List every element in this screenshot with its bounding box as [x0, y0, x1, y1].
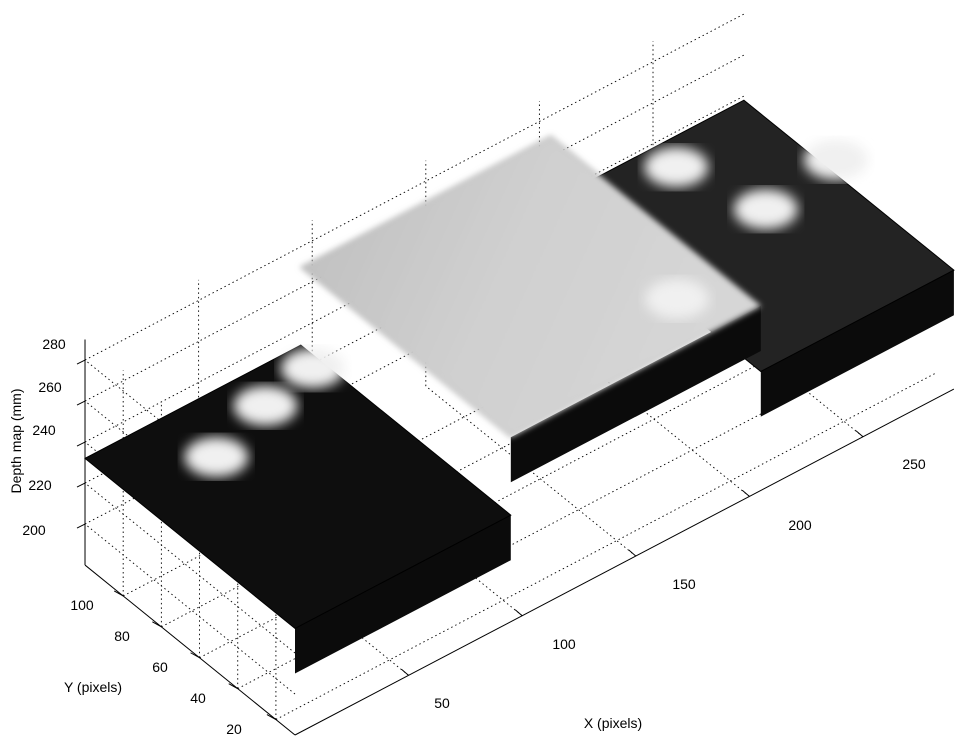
- y-tick-label: 100: [70, 597, 94, 613]
- bright-spot: [280, 348, 345, 389]
- surface-skirt: [760, 270, 954, 417]
- z-tick-labels: 200 220 240 260 280: [22, 336, 66, 538]
- grid-line: [84, 523, 296, 695]
- bright-spot: [233, 385, 298, 426]
- bright-spot: [644, 147, 709, 188]
- x-tick: [628, 549, 637, 557]
- x-tick: [855, 430, 864, 438]
- surface-region: [299, 135, 762, 438]
- z-tick-label: 240: [32, 422, 56, 438]
- y-tick-labels: 100 80 60 40 20: [70, 597, 242, 737]
- x-axis-label: X (pixels): [584, 715, 642, 731]
- y-axis-line: [84, 564, 296, 736]
- x-axis-line: [294, 388, 955, 736]
- axes: [76, 339, 955, 736]
- y-tick: [152, 621, 162, 628]
- y-tick: [190, 652, 200, 659]
- bright-spot: [803, 139, 868, 180]
- y-axis-label: Y (pixels): [64, 679, 122, 695]
- z-axis-label: Depth map (mm): [8, 388, 24, 493]
- x-tick: [514, 609, 523, 617]
- x-tick-label: 250: [902, 456, 926, 472]
- y-tick: [113, 590, 124, 597]
- x-tick-label: 200: [788, 517, 812, 533]
- z-tick-label: 280: [42, 336, 66, 352]
- bright-spot: [184, 436, 249, 477]
- z-tick: [76, 400, 86, 406]
- z-tick: [76, 359, 86, 365]
- grid-line: [84, 482, 296, 654]
- surface-skirt: [295, 515, 511, 674]
- surface-region: [84, 344, 512, 629]
- y-tick-label: 60: [152, 659, 168, 675]
- y-tick: [228, 683, 238, 690]
- z-tick: [76, 523, 86, 529]
- z-tick: [76, 482, 86, 488]
- x-tick: [401, 668, 409, 676]
- x-tick-label: 150: [672, 576, 696, 592]
- z-tick-label: 200: [22, 522, 46, 538]
- depth-surface: [84, 99, 955, 674]
- x-tick-label: 50: [434, 695, 450, 711]
- z-tick-label: 260: [38, 379, 62, 395]
- y-tick-label: 20: [226, 721, 242, 737]
- y-tick-label: 80: [114, 628, 130, 644]
- surface-skirt: [510, 305, 761, 483]
- x-tick-label: 100: [552, 636, 576, 652]
- bright-spot: [645, 278, 710, 319]
- y-tick-label: 40: [190, 690, 206, 706]
- bright-spot: [733, 189, 798, 230]
- x-tick: [742, 490, 750, 497]
- z-tick: [76, 441, 86, 447]
- z-tick-label: 220: [28, 477, 52, 493]
- y-tick: [266, 714, 277, 720]
- x-tick-labels: 50 100 150 200 250: [434, 456, 926, 711]
